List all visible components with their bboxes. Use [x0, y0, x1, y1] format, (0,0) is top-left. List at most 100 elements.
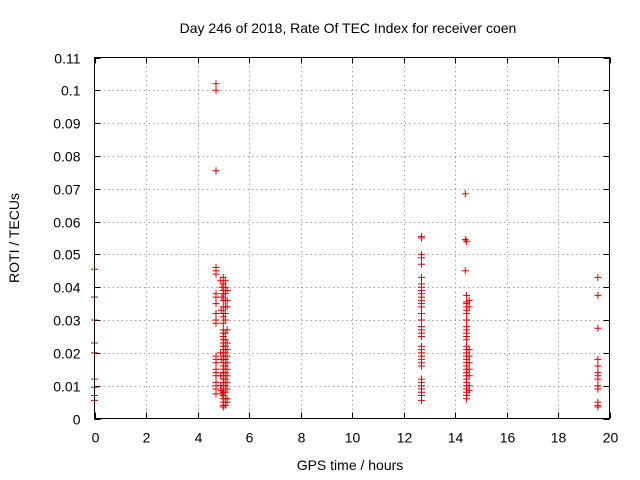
- data-point: [461, 267, 469, 275]
- data-point: [594, 324, 602, 332]
- data-point: [594, 375, 602, 383]
- data-point: [212, 270, 220, 278]
- data-point: [418, 254, 425, 262]
- data-point: [221, 283, 229, 291]
- data-point: [221, 388, 229, 396]
- data-point: [212, 390, 220, 398]
- grid-lines: [94, 57, 610, 419]
- data-point: [212, 167, 220, 175]
- data-point: [223, 326, 231, 334]
- data-point: [223, 372, 231, 380]
- data-point: [418, 303, 425, 311]
- data-point: [418, 362, 425, 370]
- data-point: [221, 355, 229, 363]
- data-point: [212, 359, 220, 367]
- data-point: [212, 300, 220, 308]
- data-point: [223, 303, 231, 311]
- data-point: [461, 190, 469, 198]
- data-point: [223, 378, 231, 386]
- data-point: [418, 260, 425, 268]
- data-point: [463, 291, 471, 299]
- y-axis-label: ROTI / TECUs: [6, 193, 22, 283]
- data-points: [91, 80, 602, 411]
- data-point: [212, 319, 220, 327]
- data-point: [465, 296, 473, 304]
- data-point: [594, 385, 602, 393]
- x-tick-label: 6: [246, 430, 254, 446]
- data-point: [418, 273, 425, 281]
- data-point: [463, 336, 471, 344]
- data-point: [221, 349, 229, 357]
- data-point: [463, 395, 471, 403]
- data-point: [418, 316, 425, 324]
- y-tick-labels: 0 0.01 0.02 0.03 0.04 0.05 0.06 0.07 0.08 0.09 0.1…: [53, 51, 80, 428]
- y-tick-label: 0.01: [53, 379, 80, 395]
- data-point: [221, 382, 229, 390]
- x-axis-label: GPS time / hours: [297, 457, 404, 473]
- data-point: [223, 296, 231, 304]
- data-point: [463, 316, 471, 324]
- x-tick-label: 4: [195, 430, 203, 446]
- data-point: [461, 236, 469, 244]
- data-point: [418, 333, 425, 340]
- data-point: [418, 310, 425, 317]
- data-point: [465, 372, 473, 380]
- y-tick-label: 0.09: [53, 116, 80, 132]
- data-point: [221, 375, 229, 383]
- data-point: [463, 237, 471, 245]
- data-point: [465, 365, 473, 373]
- data-point: [463, 310, 471, 317]
- x-tick-label: 0: [92, 430, 100, 446]
- data-point: [465, 359, 473, 367]
- data-point: [218, 293, 226, 301]
- data-point: [223, 346, 231, 354]
- x-tick-label: 16: [500, 430, 516, 446]
- data-point: [212, 293, 220, 301]
- y-tick-label: 0.06: [53, 215, 80, 231]
- y-tick-label: 0.04: [53, 280, 80, 296]
- data-point: [594, 273, 602, 281]
- x-tick-label: 12: [397, 430, 413, 446]
- x-tick-label: 10: [345, 430, 361, 446]
- data-point: [221, 401, 229, 409]
- x-tick-label: 18: [551, 430, 567, 446]
- data-point: [594, 291, 602, 299]
- data-point: [223, 287, 231, 294]
- y-tick-label: 0.11: [54, 51, 80, 67]
- data-point: [212, 310, 220, 317]
- data-point: [465, 352, 473, 360]
- data-point: [221, 316, 229, 324]
- data-point: [465, 303, 473, 311]
- data-point: [221, 329, 229, 337]
- data-point: [221, 369, 229, 377]
- x-tick-label: 14: [448, 430, 464, 446]
- x-tick-label: 20: [603, 430, 619, 446]
- data-point: [418, 234, 425, 242]
- data-point: [594, 362, 602, 370]
- y-tick-label: 0.07: [53, 182, 80, 198]
- y-tick-label: 0.08: [53, 149, 80, 165]
- data-point: [594, 355, 602, 363]
- data-point: [221, 362, 229, 370]
- y-tick-label: 0.02: [53, 346, 80, 362]
- y-tick-label: 0.1: [61, 83, 81, 99]
- data-point: [221, 336, 229, 344]
- y-tick-label: 0.03: [53, 313, 80, 329]
- data-point: [223, 385, 231, 393]
- data-point: [223, 352, 231, 360]
- data-point: [221, 277, 229, 285]
- chart-title: Day 246 of 2018, Rate Of TEC Index for r…: [180, 20, 517, 36]
- y-tick-label: 0.05: [53, 247, 80, 263]
- y-tick-label: 0: [73, 412, 81, 428]
- x-tick-labels: 0 2 4 6 8 10 12 14 16 18 20: [92, 430, 619, 446]
- data-point: [465, 346, 473, 354]
- data-point: [594, 403, 602, 411]
- data-point: [212, 80, 220, 88]
- data-point: [223, 398, 231, 406]
- x-tick-label: 2: [143, 430, 151, 446]
- data-point: [465, 387, 473, 395]
- data-point: [212, 86, 220, 94]
- data-point: [221, 342, 229, 350]
- data-point: [223, 359, 231, 367]
